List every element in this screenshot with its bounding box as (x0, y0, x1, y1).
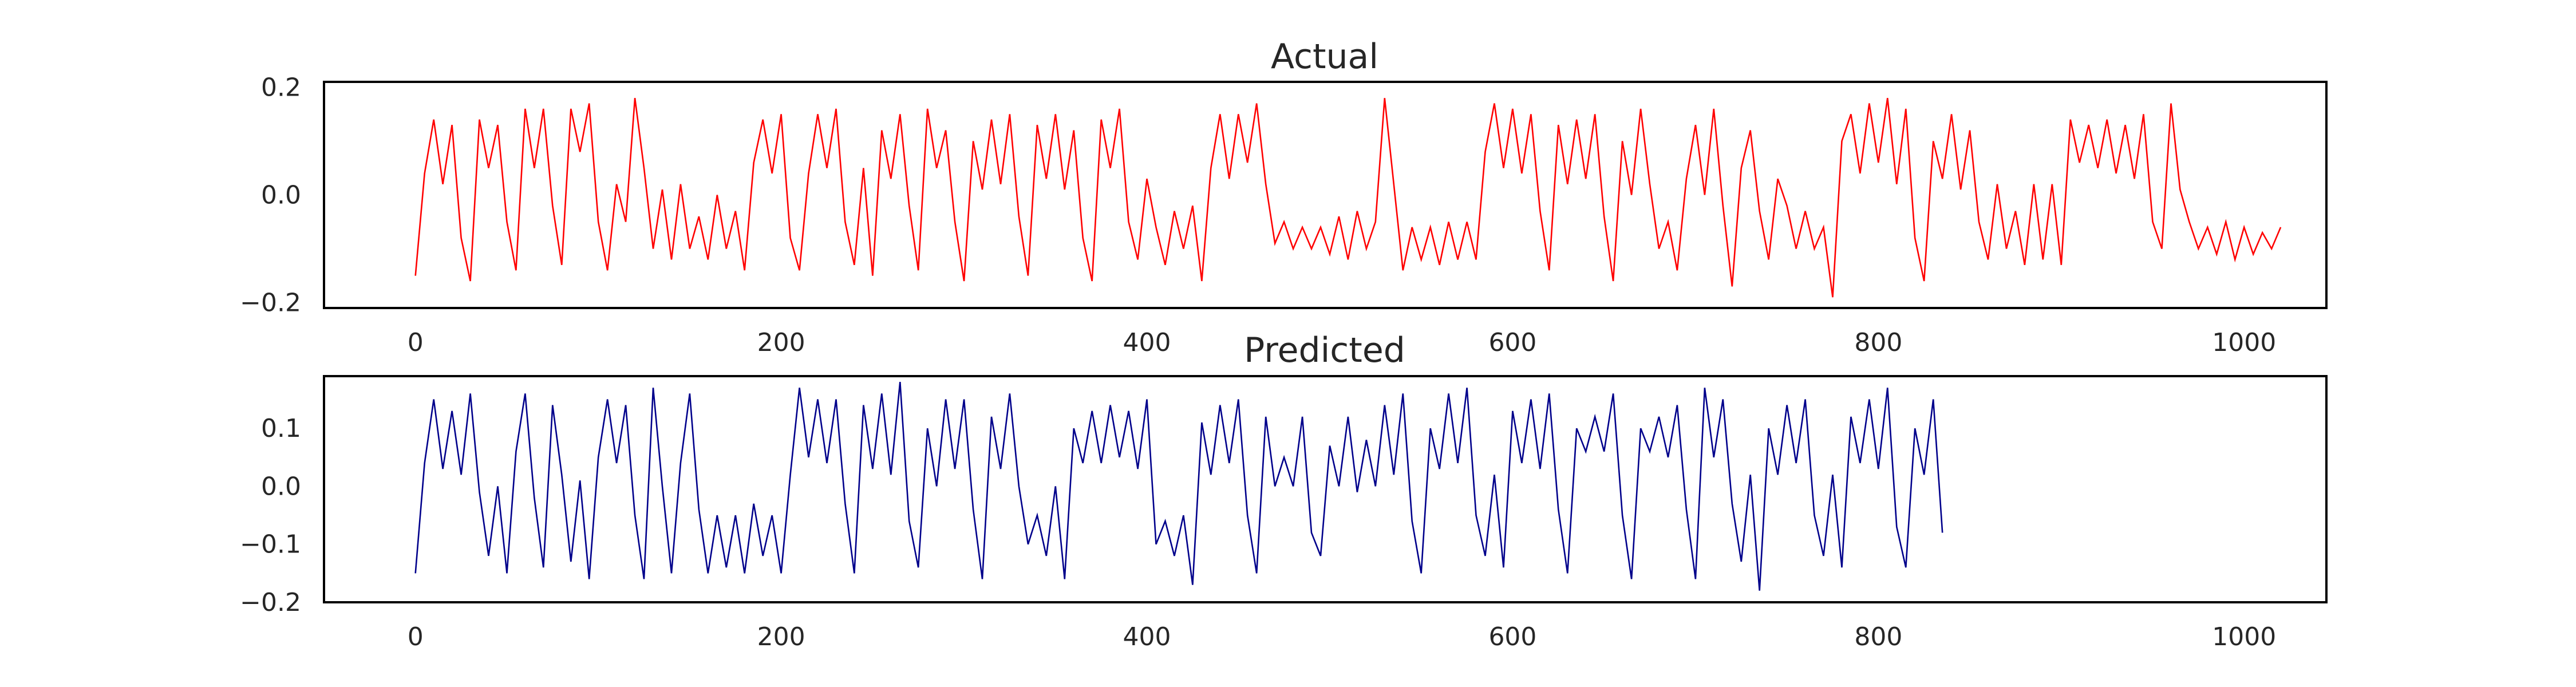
actual-chart: Actual −0.2 0.0 0.2 0 200 400 600 800 1000 (240, 37, 2328, 357)
predicted-xtick-label: 800 (1854, 622, 1902, 652)
actual-x-axis: 0 200 400 600 800 1000 (408, 328, 2277, 357)
actual-y-axis: −0.2 0.0 0.2 (240, 73, 301, 317)
actual-plot-frame (323, 81, 2328, 309)
actual-series-line (414, 98, 2282, 298)
predicted-xtick-label: 0 (408, 622, 424, 652)
predicted-xtick-label: 600 (1488, 622, 1536, 652)
predicted-y-axis: −0.2 −0.1 0.0 0.1 (240, 414, 301, 617)
actual-ytick-label: 0.2 (261, 73, 301, 102)
actual-ytick-label: 0.0 (261, 181, 301, 210)
predicted-ytick-label: −0.1 (240, 530, 301, 559)
actual-xtick-label: 800 (1854, 328, 1902, 357)
actual-xtick-label: 600 (1488, 328, 1536, 357)
predicted-series-line (414, 381, 1943, 591)
predicted-ytick-label: 0.0 (261, 472, 301, 501)
actual-xtick-label: 1000 (2212, 328, 2276, 357)
actual-chart-title: Actual (1271, 37, 1378, 77)
predicted-chart-title: Predicted (1244, 330, 1405, 370)
predicted-ytick-label: −0.2 (240, 588, 301, 617)
actual-xtick-label: 400 (1123, 328, 1171, 357)
actual-xtick-label: 200 (757, 328, 805, 357)
predicted-x-axis: 0 200 400 600 800 1000 (408, 622, 2277, 652)
predicted-plot-frame (323, 375, 2328, 603)
predicted-xtick-label: 400 (1123, 622, 1171, 652)
predicted-xtick-label: 200 (757, 622, 805, 652)
actual-ytick-label: −0.2 (240, 289, 301, 318)
actual-xtick-label: 0 (408, 328, 424, 357)
predicted-chart: Predicted −0.2 −0.1 0.0 0.1 0 200 400 600 800 10… (240, 330, 2328, 652)
predicted-ytick-label: 0.1 (261, 414, 301, 443)
predicted-xtick-label: 1000 (2212, 622, 2276, 652)
